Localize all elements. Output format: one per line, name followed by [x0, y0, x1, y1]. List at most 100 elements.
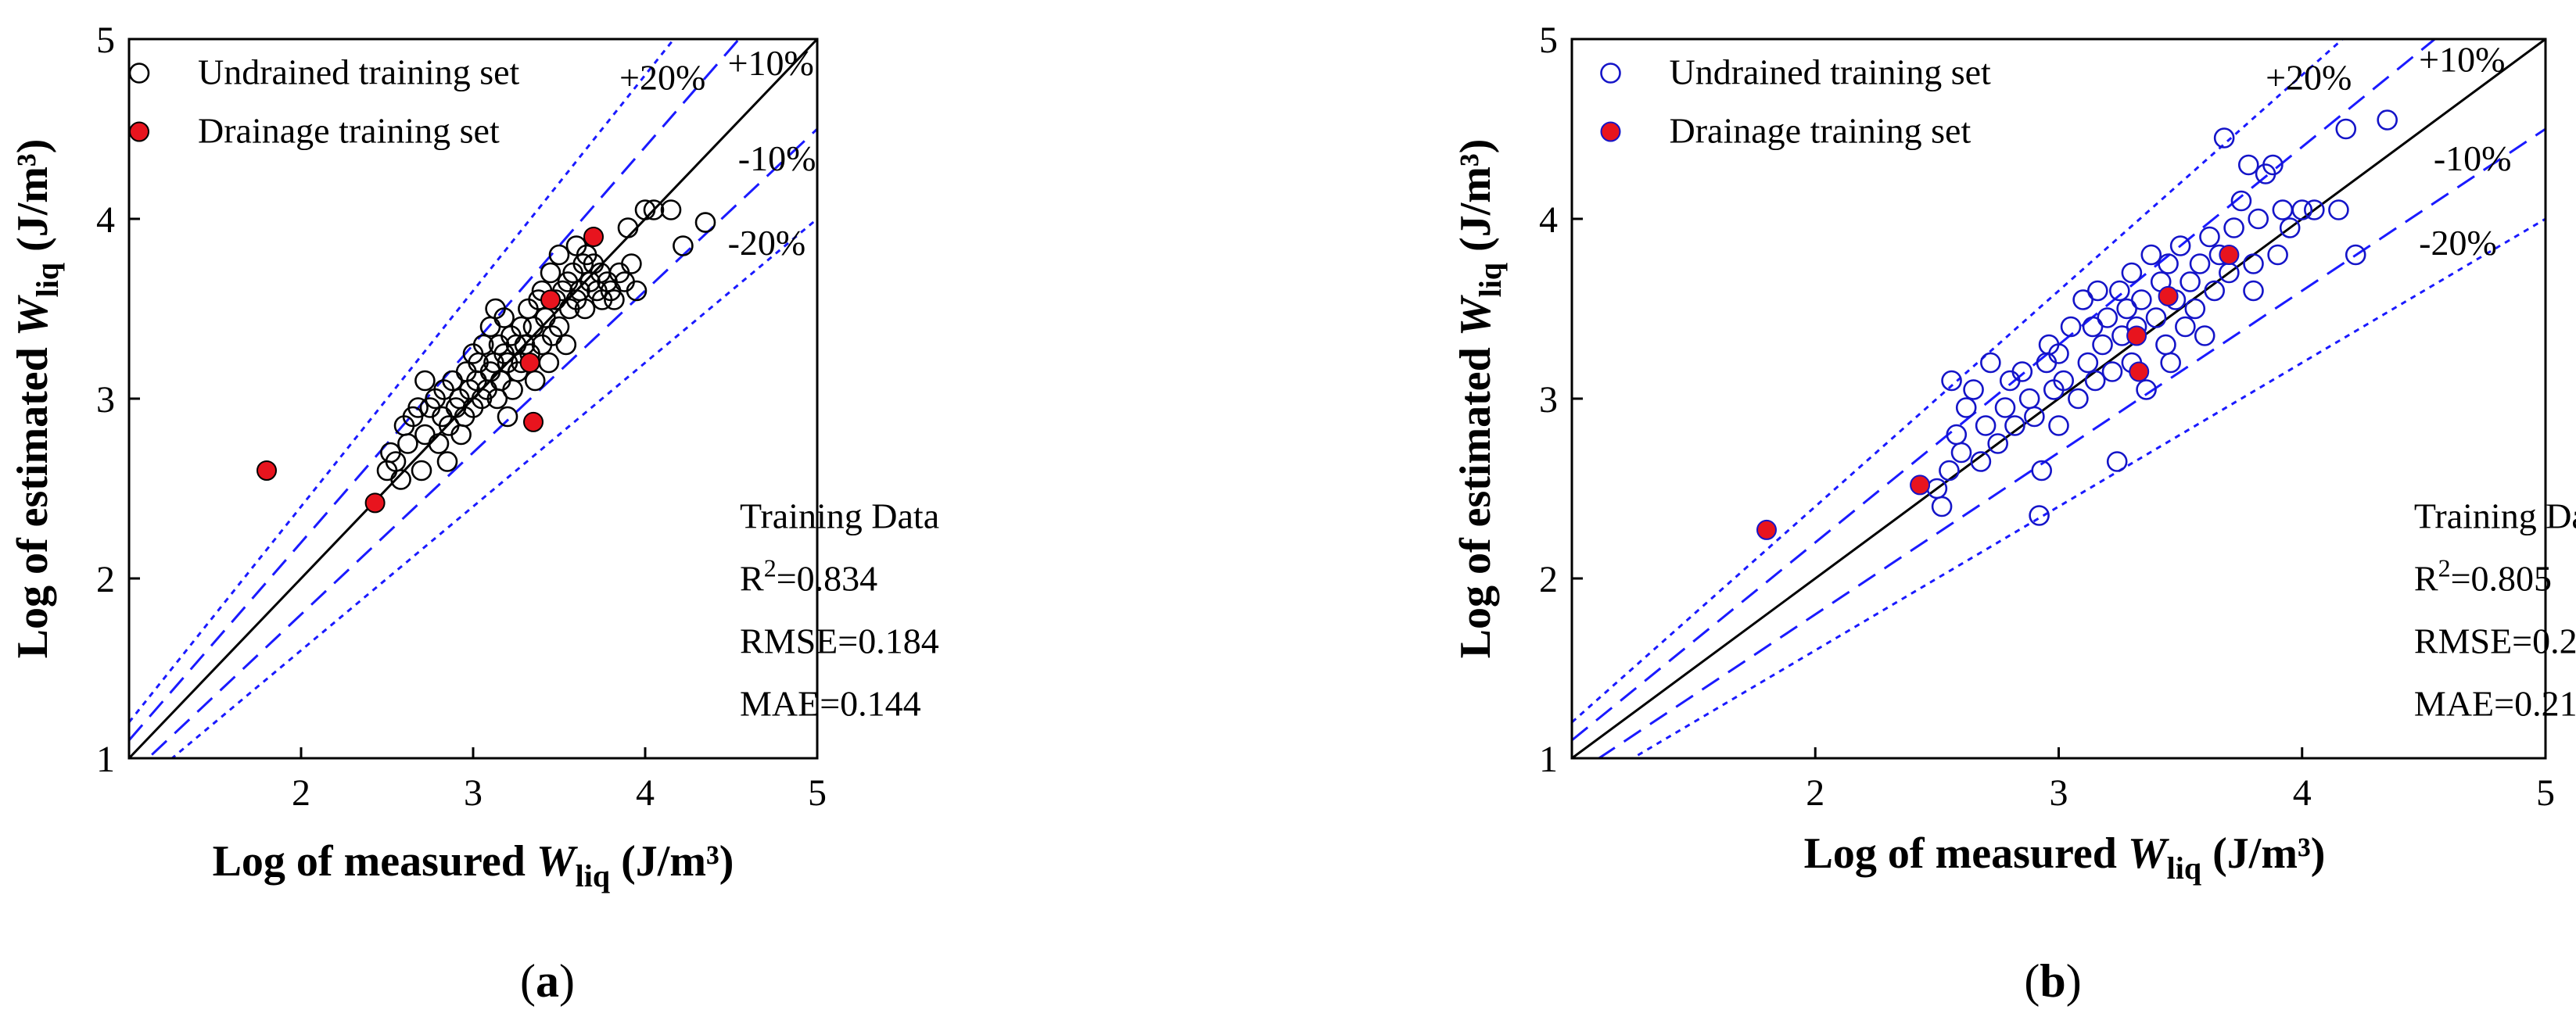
x-axis-title: Log of measured Wliq (J/m³)	[213, 837, 734, 893]
band-label-2: -10%	[738, 138, 816, 178]
legend-marker-undrained	[128, 63, 150, 84]
band-line-2	[1596, 127, 2546, 758]
stats-mae: MAE=0.144	[740, 684, 921, 724]
undrained-point	[1980, 352, 2001, 374]
legend-label: Drainage training set	[198, 111, 500, 151]
undrained-point	[604, 289, 625, 310]
undrained-point	[2272, 199, 2294, 220]
undrained-point	[2060, 316, 2082, 338]
legend-label: Drainage training set	[1670, 111, 1971, 151]
band-line-3	[1630, 217, 2546, 758]
undrained-point	[2175, 316, 2196, 338]
x-tick-label: 4	[636, 772, 655, 814]
undrained-point	[414, 370, 436, 392]
stats-r2: R2=0.805	[2414, 554, 2552, 599]
undrained-point	[2189, 253, 2211, 274]
y-tick-label: 2	[96, 559, 115, 600]
y-tick-label: 4	[96, 199, 115, 241]
undrained-point	[1970, 451, 1992, 472]
undrained-point	[2158, 253, 2179, 274]
stats-mae: MAE=0.21	[2414, 684, 2576, 724]
drainage-point	[583, 227, 604, 247]
undrained-point	[2036, 352, 2058, 374]
drainage-point	[1910, 474, 1931, 496]
undrained-point	[2106, 451, 2128, 472]
legend-label: Undrained training set	[1670, 52, 1992, 92]
undrained-point	[1975, 415, 1997, 436]
y-tick-label: 3	[96, 379, 115, 421]
legend-marker-drainage	[1600, 121, 1621, 142]
undrained-point	[2262, 154, 2284, 176]
x-tick-label: 2	[1806, 772, 1824, 814]
undrained-point	[2267, 244, 2288, 266]
undrained-point	[2335, 118, 2357, 140]
undrained-point	[524, 370, 546, 392]
x-tick-label: 5	[2536, 772, 2555, 814]
legend-marker-undrained	[1600, 63, 1621, 84]
undrained-point	[2029, 505, 2050, 526]
stats-block: Training Data R2=0.834 RMSE=0.184 MAE=0.144	[740, 496, 939, 724]
undrained-point	[2084, 370, 2106, 392]
band-label-0: +20%	[2266, 57, 2352, 97]
panel-b: 2 3 4 5 1 2 3 4 5 +20% +10% -10% -20% Undrained train…	[1451, 20, 2576, 1007]
x-tick-label: 5	[808, 772, 827, 814]
panel-a: 2 3 4 5 1 2 3 4 5 +20% +10% -10% -20% Undrained train…	[9, 20, 939, 1007]
undrained-point	[2121, 262, 2143, 284]
undrained-point	[2140, 244, 2162, 266]
undrained-point	[479, 316, 501, 338]
y-tick-label: 1	[1539, 739, 1558, 780]
drainage-series	[1756, 245, 2240, 540]
band-label-0: +20%	[619, 57, 705, 97]
drainage-point	[257, 460, 277, 481]
undrained-point	[428, 433, 450, 454]
undrained-point	[1950, 442, 1972, 464]
undrained-point	[2011, 361, 2033, 382]
undrained-point	[397, 433, 418, 454]
undrained-point	[540, 262, 561, 284]
undrained-point	[2223, 217, 2244, 238]
undrained-point	[572, 253, 594, 274]
drainage-point	[2129, 361, 2150, 382]
drainage-point	[2126, 325, 2147, 346]
undrained-point	[497, 406, 518, 428]
undrained-point	[2077, 352, 2099, 374]
undrained-point	[2194, 325, 2215, 346]
stats-title: Training Data	[2414, 496, 2576, 536]
undrained-point	[2155, 334, 2176, 356]
drainage-point	[2219, 245, 2240, 265]
undrained-point	[2160, 352, 2181, 374]
undrained-point	[407, 397, 429, 418]
undrained-point	[2031, 460, 2053, 482]
undrained-point	[450, 424, 472, 446]
band-label-2: -10%	[2434, 138, 2512, 178]
undrained-point	[2304, 199, 2325, 220]
y-tick-label: 4	[1539, 199, 1558, 241]
y-tick-label: 1	[96, 739, 115, 780]
undrained-point	[2199, 226, 2220, 248]
undrained-point	[660, 199, 682, 220]
drainage-point	[1756, 519, 1777, 540]
undrained-point	[548, 244, 570, 266]
undrained-point	[1941, 370, 1962, 392]
undrained-point	[538, 352, 560, 374]
undrained-point	[2068, 388, 2089, 410]
undrained-point	[1999, 370, 2021, 392]
legend-label: Undrained training set	[198, 52, 520, 92]
band-label-3: -20%	[728, 223, 806, 263]
band-label-1: +10%	[728, 43, 814, 83]
undrained-point	[626, 280, 648, 302]
undrained-point	[2243, 253, 2264, 274]
undrained-point	[1931, 496, 1953, 517]
x-tick-label: 4	[2293, 772, 2312, 814]
undrained-point	[2048, 343, 2069, 364]
undrained-point	[2018, 388, 2040, 410]
undrained-point	[2087, 280, 2108, 302]
undrained-point	[673, 235, 694, 256]
legend: Undrained training set Drainage training …	[1600, 52, 1992, 151]
undrained-point	[522, 316, 544, 338]
undrained-point	[436, 451, 458, 472]
band-line-0	[129, 39, 676, 723]
undrained-point	[2230, 190, 2252, 212]
undrained-point	[2145, 307, 2167, 328]
